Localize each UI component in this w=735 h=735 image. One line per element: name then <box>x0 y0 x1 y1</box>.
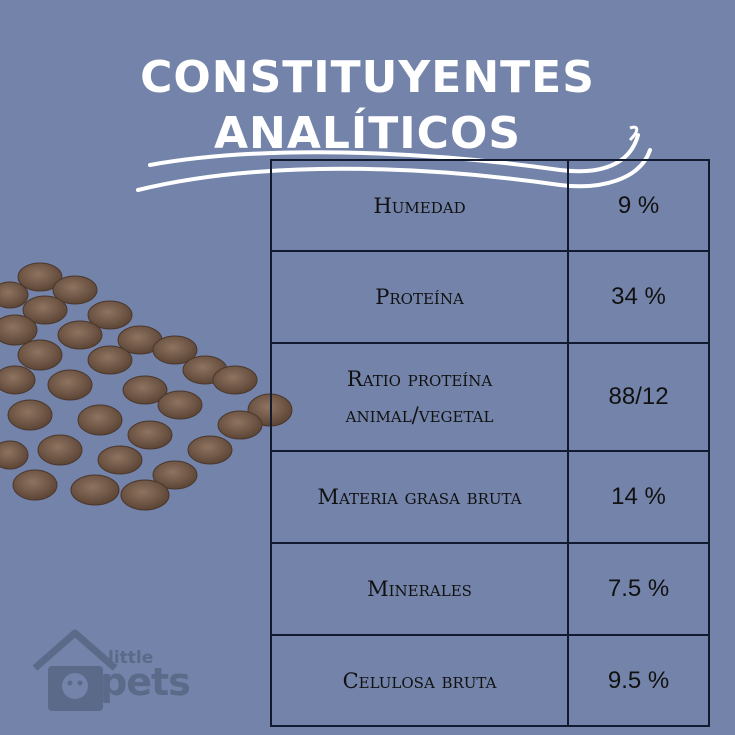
row-value: 34 % <box>567 250 710 344</box>
row-value: 7.5 % <box>567 542 710 636</box>
table-row: Ratio proteína animal/vegetal 88/12 <box>269 342 710 452</box>
title-line-1: CONSTITUYENTES <box>140 52 595 103</box>
kibble-pile-image <box>0 262 293 511</box>
title-line-2: ANALÍTICOS <box>213 108 522 159</box>
table-row: Humedad 9 % <box>269 159 710 252</box>
row-value: 88/12 <box>567 342 710 452</box>
table-row: Minerales 7.5 % <box>269 542 710 636</box>
house-logo-icon <box>32 629 118 711</box>
table-row: Celulosa bruta 9.5 % <box>269 634 710 727</box>
row-value: 14 % <box>567 450 710 544</box>
row-value: 9.5 % <box>567 634 710 727</box>
row-label: Materia grasa bruta <box>269 450 570 544</box>
row-label: Celulosa bruta <box>269 634 570 727</box>
row-label: Minerales <box>269 542 570 636</box>
table-row: Materia grasa bruta 14 % <box>269 450 710 544</box>
row-label-text: Ratio proteína animal/vegetal <box>345 367 494 427</box>
logo-text-little: little <box>108 648 154 668</box>
table-row: Proteína 34 % <box>269 250 710 344</box>
row-label: Proteína <box>269 250 570 344</box>
row-value: 9 % <box>567 159 710 252</box>
analytics-table: Humedad 9 % Proteína 34 % Ratio proteína… <box>269 159 710 727</box>
row-label: Ratio proteína animal/vegetal <box>269 342 570 452</box>
logo-text-pets: pets <box>100 660 191 704</box>
row-label: Humedad <box>269 159 570 252</box>
